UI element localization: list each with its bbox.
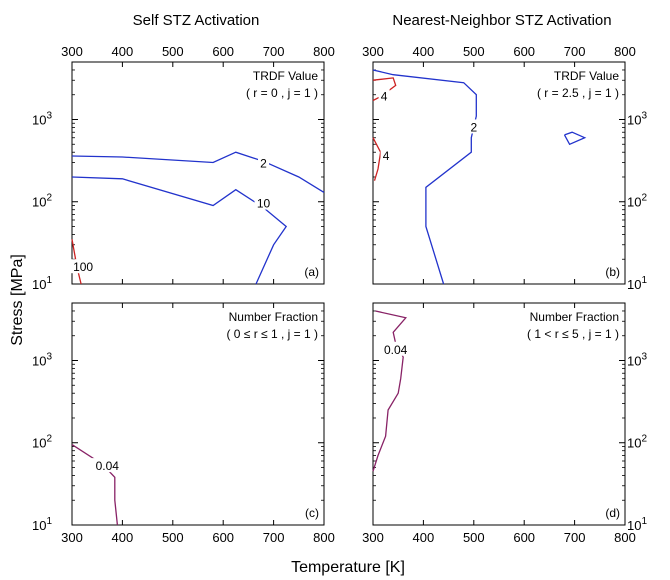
x-tick-label-top: 300: [61, 44, 83, 59]
y-axis-label: Stress [MPa]: [9, 254, 26, 346]
contour-label-bg: [91, 458, 124, 473]
contour-label: 4: [383, 149, 390, 163]
y-tick-label: 101: [627, 275, 647, 292]
y-tick-label: 101: [627, 516, 647, 533]
plot-frame: [372, 302, 626, 526]
contour-line: [71, 151, 325, 193]
x-tick-label: 800: [614, 530, 636, 545]
y-tick-label: 101: [32, 516, 52, 533]
contour-label-bg: [378, 88, 390, 103]
y-tick-label: 103: [32, 110, 52, 127]
contour-line: [563, 131, 587, 146]
x-tick-label: 500: [463, 530, 485, 545]
contour-line: [372, 310, 408, 472]
plot-frame: [71, 302, 325, 526]
contour-label-bg: [254, 195, 273, 210]
x-tick-label-top: 700: [564, 44, 586, 59]
panel-label: (a): [304, 265, 319, 279]
y-tick-label: 103: [32, 351, 52, 368]
x-tick-label: 400: [413, 530, 435, 545]
contour-label-bg: [468, 119, 480, 134]
x-tick-label: 500: [162, 530, 184, 545]
contour-label: 4: [381, 90, 388, 104]
x-tick-label-top: 300: [362, 44, 384, 59]
y-tick-label: 102: [32, 434, 52, 451]
panel-b: 300 400 500 600 700 800 101 102 103 TRDF Value ( r…: [362, 44, 647, 292]
x-tick-label: 600: [513, 530, 535, 545]
contour-label-bg: [70, 259, 96, 274]
panel-label: (b): [605, 265, 620, 279]
panel-label: (d): [605, 506, 620, 520]
plot-frame: [372, 61, 626, 285]
y-tick-label: 103: [627, 351, 647, 368]
x-tick-label-top: 800: [614, 44, 636, 59]
x-tick-label-top: 500: [162, 44, 184, 59]
x-tick-label: 400: [112, 530, 134, 545]
panel-annotation-params: ( 0 ≤ r ≤ 1 , j = 1 ): [226, 327, 318, 341]
contour-line: [372, 137, 382, 181]
contour-label-bg: [379, 341, 412, 356]
contour-label-bg: [380, 147, 392, 162]
panel-annotation-title: Number Fraction: [530, 310, 619, 324]
column-title-nearest-neighbor: Nearest-Neighbor STZ Activation: [392, 12, 611, 29]
plot-frame: [71, 61, 325, 285]
contour-label: 2: [260, 157, 267, 171]
panel-annotation-params: ( r = 2.5 , j = 1 ): [537, 86, 619, 100]
contour-label: 100: [73, 260, 93, 274]
x-tick-label: 700: [564, 530, 586, 545]
y-tick-label: 101: [32, 275, 52, 292]
contour-line: [372, 77, 397, 102]
x-tick-label-top: 500: [463, 44, 485, 59]
panel-annotation-title: TRDF Value: [253, 69, 318, 83]
x-tick-label-top: 800: [313, 44, 335, 59]
y-tick-label: 102: [627, 434, 647, 451]
x-tick-label-top: 600: [513, 44, 535, 59]
x-axis-label: Temperature [K]: [291, 559, 405, 576]
x-tick-label: 300: [362, 530, 384, 545]
panel-annotation-params: ( 1 < r ≤ 5 , j = 1 ): [527, 327, 619, 341]
y-tick-label: 103: [627, 110, 647, 127]
y-tick-label: 102: [32, 193, 52, 210]
contour-line: [71, 444, 119, 526]
contour-label: 2: [470, 120, 477, 134]
x-tick-label-top: 400: [413, 44, 435, 59]
x-tick-label-top: 400: [112, 44, 134, 59]
panel-annotation-title: TRDF Value: [554, 69, 619, 83]
panel-c: 300 400 500 600 700 800 101 102 103 Number Fracti…: [32, 302, 335, 545]
x-tick-label: 800: [313, 530, 335, 545]
y-tick-label: 102: [627, 193, 647, 210]
x-tick-label: 600: [212, 530, 234, 545]
x-tick-label-top: 600: [212, 44, 234, 59]
panel-label: (c): [305, 506, 319, 520]
x-tick-label: 300: [61, 530, 83, 545]
contour-line: [71, 176, 288, 285]
contour-label: 10: [257, 197, 271, 211]
panel-annotation-title: Number Fraction: [229, 310, 318, 324]
column-title-self: Self STZ Activation: [133, 12, 260, 29]
contour-label: 0.04: [384, 343, 408, 357]
x-tick-label-top: 700: [263, 44, 285, 59]
contour-label-bg: [258, 155, 270, 170]
panel-annotation-params: ( r = 0 , j = 1 ): [246, 86, 318, 100]
x-tick-label: 700: [263, 530, 285, 545]
contour-label: 0.04: [96, 459, 120, 473]
